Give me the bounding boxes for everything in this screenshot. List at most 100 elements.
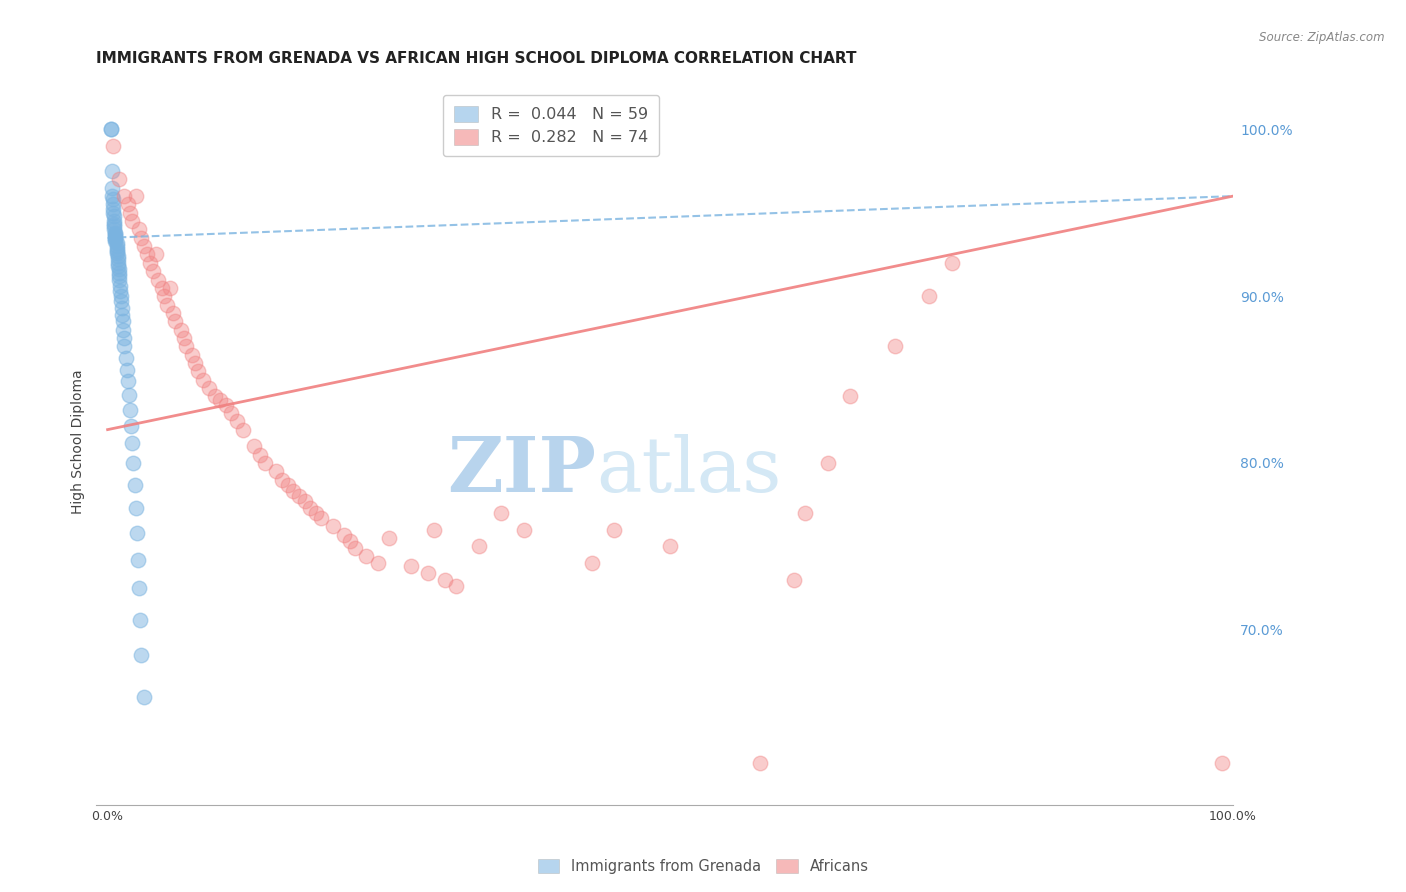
Point <box>817 456 839 470</box>
Y-axis label: High School Diploma: High School Diploma <box>72 370 86 515</box>
Point <box>110 289 132 303</box>
Point <box>162 306 184 320</box>
Point <box>108 279 131 293</box>
Point <box>115 362 138 376</box>
Point <box>107 249 129 263</box>
Point <box>112 314 135 328</box>
Point <box>104 231 127 245</box>
Point <box>288 489 311 503</box>
Point <box>170 322 193 336</box>
Point <box>839 389 862 403</box>
Point <box>165 314 187 328</box>
Text: ZIP: ZIP <box>447 434 596 508</box>
Point <box>221 406 243 420</box>
Point <box>294 494 316 508</box>
Point <box>104 229 127 244</box>
Point <box>104 226 127 240</box>
Point <box>283 484 305 499</box>
Point <box>105 245 128 260</box>
Point <box>176 339 198 353</box>
Point <box>356 549 378 564</box>
Point <box>108 262 131 277</box>
Point <box>105 244 128 259</box>
Point <box>103 206 125 220</box>
Point <box>1211 756 1233 771</box>
Point <box>513 523 536 537</box>
Point <box>378 531 401 545</box>
Point <box>581 556 603 570</box>
Point <box>187 364 209 378</box>
Point <box>101 181 124 195</box>
Point <box>103 139 125 153</box>
Point <box>117 197 139 211</box>
Point <box>103 197 125 211</box>
Point <box>132 690 155 704</box>
Point <box>111 301 134 315</box>
Point <box>277 477 299 491</box>
Point <box>120 206 142 220</box>
Point <box>129 613 152 627</box>
Point <box>103 222 125 236</box>
Point <box>603 523 626 537</box>
Point <box>112 322 135 336</box>
Point <box>101 189 124 203</box>
Point <box>941 256 963 270</box>
Point <box>132 239 155 253</box>
Point <box>120 419 142 434</box>
Point <box>401 559 423 574</box>
Text: atlas: atlas <box>596 434 782 508</box>
Point <box>125 526 148 541</box>
Point <box>159 281 181 295</box>
Point <box>173 331 195 345</box>
Point <box>110 294 132 309</box>
Point <box>423 523 446 537</box>
Point <box>918 289 941 303</box>
Point <box>311 511 333 525</box>
Point <box>783 573 806 587</box>
Point <box>103 202 125 217</box>
Point <box>122 456 145 470</box>
Point <box>418 566 440 580</box>
Point <box>103 218 125 232</box>
Point <box>108 272 131 286</box>
Point <box>181 347 204 361</box>
Point <box>105 239 128 253</box>
Point <box>108 266 131 280</box>
Point <box>125 501 148 516</box>
Point <box>215 398 238 412</box>
Legend: R =  0.044   N = 59, R =  0.282   N = 74: R = 0.044 N = 59, R = 0.282 N = 74 <box>443 95 659 156</box>
Point <box>468 540 491 554</box>
Point <box>108 284 131 298</box>
Point <box>107 252 129 267</box>
Point <box>100 122 122 136</box>
Point <box>118 387 141 401</box>
Point <box>339 534 361 549</box>
Point <box>145 247 167 261</box>
Point <box>367 556 389 570</box>
Point <box>254 456 277 470</box>
Point <box>114 351 136 365</box>
Point <box>249 448 271 462</box>
Point <box>794 506 817 520</box>
Point <box>198 381 221 395</box>
Point <box>333 527 356 541</box>
Point <box>243 439 266 453</box>
Point <box>111 308 134 322</box>
Point <box>114 189 136 203</box>
Point <box>139 256 162 270</box>
Point <box>150 281 173 295</box>
Point <box>108 172 131 186</box>
Point <box>884 339 907 353</box>
Point <box>226 414 249 428</box>
Point <box>103 193 125 207</box>
Point <box>128 581 150 595</box>
Point <box>108 269 131 284</box>
Point <box>434 573 457 587</box>
Point <box>131 231 153 245</box>
Point <box>127 552 149 566</box>
Point <box>104 232 127 246</box>
Point <box>344 541 367 555</box>
Point <box>142 264 165 278</box>
Point <box>204 389 226 403</box>
Point <box>103 209 125 223</box>
